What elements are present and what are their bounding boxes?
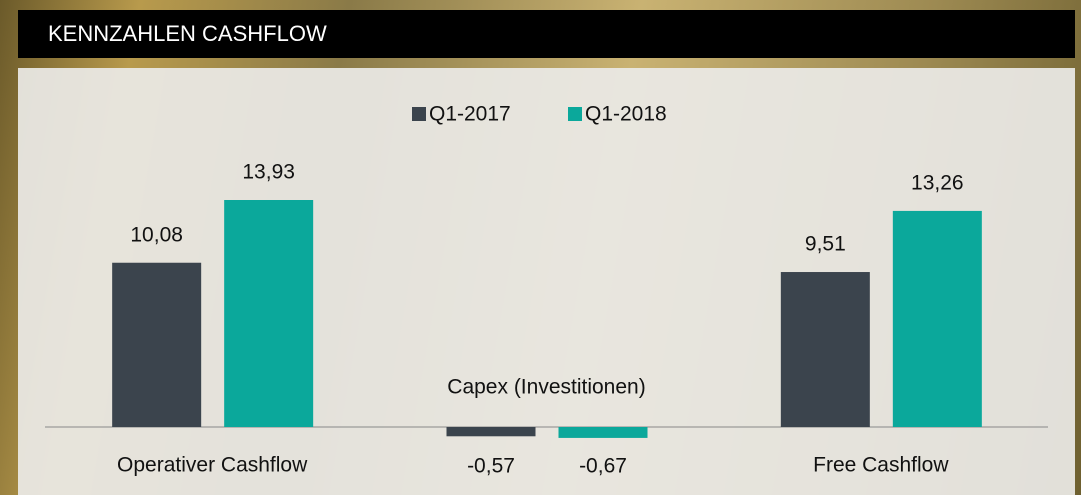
category-label: Operativer Cashflow: [117, 454, 308, 477]
value-label: 13,26: [911, 171, 964, 194]
value-label: -0,57: [467, 455, 515, 478]
legend-label: Q1-2017: [429, 103, 511, 126]
value-label: 13,93: [242, 161, 295, 184]
bar: [781, 272, 870, 427]
bar: [447, 427, 536, 436]
legend-swatch: [568, 107, 582, 121]
category-label: Free Cashflow: [813, 454, 949, 477]
value-label: 10,08: [130, 223, 183, 246]
category-label: Capex (Investitionen): [447, 376, 645, 399]
bar: [893, 211, 982, 427]
value-label: 9,51: [805, 233, 846, 256]
page: KENNZAHLEN CASHFLOW Q1-2017Q1-2018Operat…: [0, 0, 1081, 495]
chart: Q1-2017 Q1-2018 Operativer Cashflow 10,08 13…: [0, 0, 1081, 495]
bar: [112, 263, 201, 427]
bar: [559, 427, 648, 438]
legend-label: Q1-2018: [585, 103, 667, 126]
bar: [224, 200, 313, 427]
legend-swatch: [412, 107, 426, 121]
value-label: -0,67: [579, 455, 627, 478]
